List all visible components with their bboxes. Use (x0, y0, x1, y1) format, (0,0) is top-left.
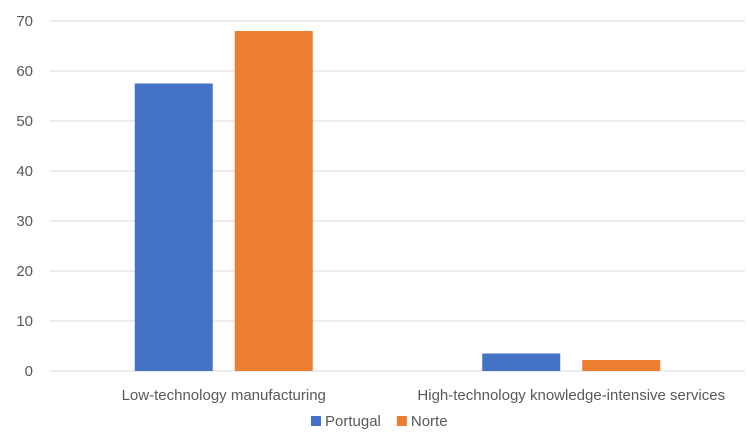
legend: Portugal Norte (311, 413, 448, 430)
x-category-label: High-technology knowledge-intensive serv… (417, 387, 725, 404)
y-tick-label: 60 (16, 63, 33, 80)
y-tick-label: 70 (16, 13, 33, 30)
legend-label-norte: Norte (411, 413, 448, 430)
y-tick-label: 50 (16, 113, 33, 130)
x-axis-categories: Low-technology manufacturing High-technol… (122, 387, 725, 404)
x-category-label: Low-technology manufacturing (122, 387, 326, 404)
bars (134, 31, 661, 371)
legend-swatch-norte (396, 416, 407, 426)
legend-swatch-portugal (311, 416, 321, 426)
y-tick-label: 10 (16, 313, 33, 330)
y-tick-label: 30 (16, 213, 33, 230)
bar-portugal-1 (482, 353, 561, 371)
legend-label-portugal: Portugal (325, 413, 381, 430)
y-tick-label: 0 (25, 363, 33, 380)
bar-portugal-0 (134, 83, 213, 371)
y-tick-label: 40 (16, 163, 33, 180)
bar-norte-1 (582, 360, 661, 371)
y-axis-ticks: 0 10 20 30 40 50 60 70 (16, 13, 33, 380)
y-tick-label: 20 (16, 263, 33, 280)
bar-norte-0 (234, 31, 313, 371)
